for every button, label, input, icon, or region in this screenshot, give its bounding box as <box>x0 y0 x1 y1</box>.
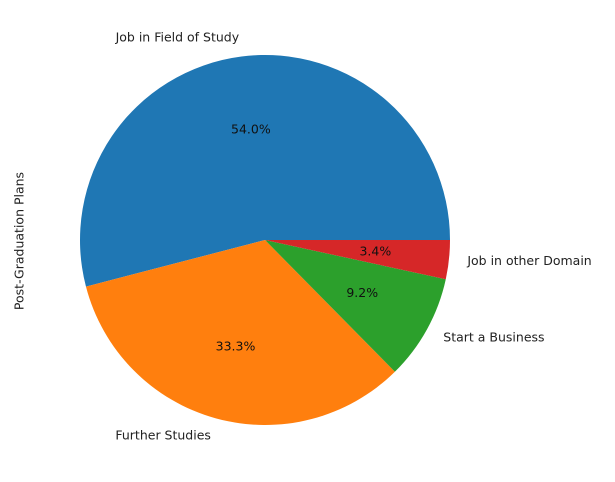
y-axis-label: Post-Graduation Plans <box>12 172 27 310</box>
slice-percent-1: 54.0% <box>231 121 271 136</box>
pie-slices <box>80 55 451 425</box>
slice-percent-3: 9.2% <box>346 285 378 300</box>
slice-label-2: Further Studies <box>115 428 211 443</box>
pie-slice-3 <box>265 240 446 372</box>
pie-labels: Job in Field of Study Further Studies Star… <box>115 30 592 443</box>
slice-percent-4: 3.4% <box>359 243 391 258</box>
pie-percent-labels: 54.0% 33.3% 9.2% 3.4% <box>216 121 392 353</box>
pie-slice-4 <box>265 240 450 280</box>
pie-slice-1 <box>80 55 451 287</box>
slice-percent-2: 33.3% <box>216 339 256 354</box>
pie-slice-2 <box>85 240 395 425</box>
slice-label-1: Job in Field of Study <box>115 30 240 45</box>
slice-label-3: Start a Business <box>443 330 544 345</box>
slice-label-4: Job in other Domain <box>466 253 591 268</box>
